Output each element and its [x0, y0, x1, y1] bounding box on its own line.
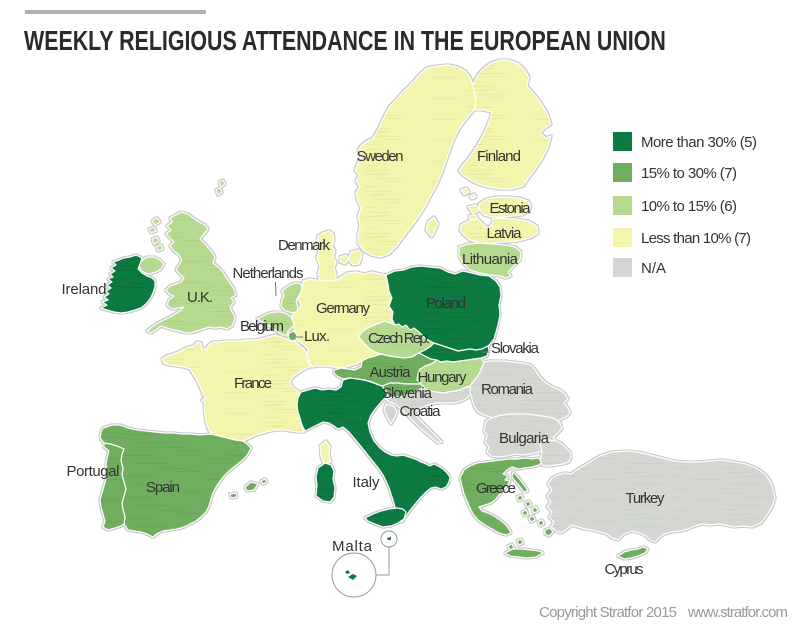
svg-text:Malta: Malta	[332, 538, 373, 555]
svg-text:France: France	[234, 375, 272, 392]
svg-text:U.K.: U.K.	[187, 289, 213, 306]
svg-text:Romania: Romania	[481, 381, 534, 398]
svg-text:Poland: Poland	[426, 295, 466, 312]
svg-text:Ireland: Ireland	[62, 281, 107, 298]
svg-text:Greece: Greece	[476, 480, 516, 497]
svg-text:N/A: N/A	[641, 260, 666, 277]
svg-text:Netherlands: Netherlands	[233, 265, 304, 282]
svg-text:Sweden: Sweden	[357, 148, 404, 165]
svg-text:Spain: Spain	[146, 479, 180, 496]
svg-text:Denmark: Denmark	[278, 237, 331, 254]
svg-text:Slovakia: Slovakia	[491, 340, 540, 357]
svg-text:Bulgaria: Bulgaria	[499, 430, 550, 447]
svg-text:Belgium: Belgium	[240, 318, 284, 335]
svg-text:10% to 15% (6): 10% to 15% (6)	[641, 198, 737, 215]
svg-text:Slovenia: Slovenia	[382, 385, 433, 402]
svg-text:Austria: Austria	[370, 364, 412, 381]
svg-text:Turkey: Turkey	[626, 490, 666, 507]
svg-text:Cyprus: Cyprus	[605, 561, 644, 578]
svg-text:Copyright Stratfor 2015: Copyright Stratfor 2015	[539, 604, 677, 621]
svg-text:15% to 30% (7): 15% to 30% (7)	[641, 165, 737, 182]
svg-text:Finland: Finland	[477, 148, 521, 165]
svg-text:Portugal: Portugal	[67, 463, 120, 480]
svg-text:Hungary: Hungary	[418, 369, 468, 386]
svg-text:Latvia: Latvia	[487, 225, 523, 242]
svg-text:Lux.: Lux.	[304, 328, 330, 345]
svg-text:Germany: Germany	[316, 300, 371, 317]
svg-text:Less than 10% (7): Less than 10% (7)	[641, 230, 751, 247]
svg-text:Italy: Italy	[353, 474, 381, 491]
svg-text:More than 30% (5): More than 30% (5)	[641, 134, 757, 151]
svg-text:Lithuania: Lithuania	[462, 251, 519, 268]
svg-text:Croatia: Croatia	[400, 403, 442, 420]
svg-text:www.stratfor.com: www.stratfor.com	[687, 604, 788, 621]
svg-text:Czech Rep.: Czech Rep.	[368, 330, 430, 347]
svg-text:Estonia: Estonia	[490, 200, 532, 217]
